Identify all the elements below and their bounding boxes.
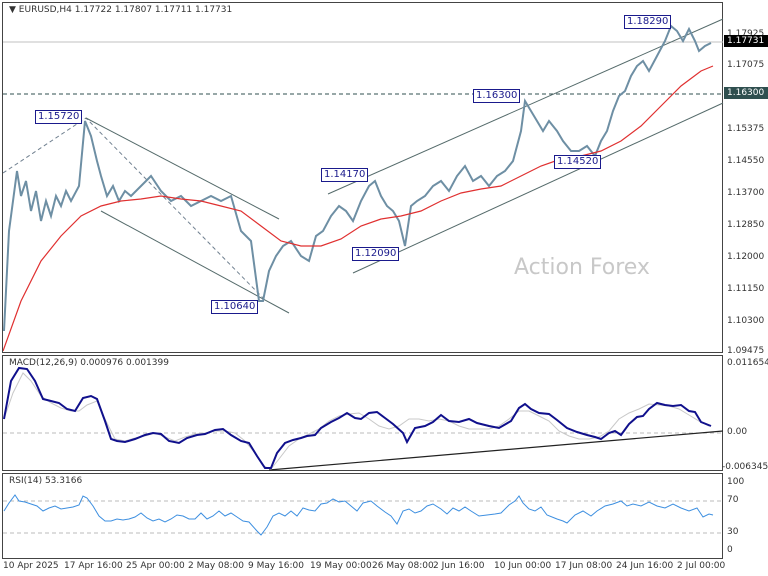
macd-tick: 0.011654 — [727, 358, 768, 368]
time-tick: 19 May 00:00 — [310, 561, 372, 571]
price-tick: 1.17075 — [727, 60, 765, 70]
swing-label-high: 1.14170 — [321, 168, 369, 182]
macd-tick: 0.00 — [727, 427, 748, 437]
rsi-label: RSI(14) 53.3166 — [9, 476, 83, 486]
symbol-ohlc-label: EURUSD,H4 1.17722 1.17807 1.17711 1.1773… — [18, 5, 233, 15]
rsi-tick: 30 — [727, 527, 739, 537]
time-tick: 26 May 08:00 — [372, 561, 434, 571]
rsi-tick: 100 — [727, 477, 745, 487]
swing-label-low: 1.12090 — [352, 247, 400, 261]
price-tick: 1.11150 — [727, 284, 765, 294]
swing-label-low: 1.10640 — [211, 300, 259, 314]
time-tick: 2 May 08:00 — [188, 561, 244, 571]
rsi-svg — [3, 494, 723, 536]
time-tick: 17 Apr 16:00 — [64, 561, 123, 571]
time-tick: 9 May 16:00 — [248, 561, 304, 571]
macd-svg — [3, 366, 724, 471]
time-tick: 10 Jun 00:00 — [494, 561, 552, 571]
time-tick: 10 Apr 2025 — [3, 561, 59, 571]
macd-tick: -0.006345 — [722, 462, 768, 472]
time-tick: 17 Jun 08:00 — [555, 561, 613, 571]
rsi-tick: 0 — [727, 545, 733, 555]
time-tick: 25 Apr 00:00 — [126, 561, 185, 571]
macd-label: MACD(12,26,9) 0.000976 0.001399 — [9, 358, 169, 368]
time-tick: 24 Jun 16:00 — [616, 561, 674, 571]
symbol-header: ▼ EURUSD,H4 1.17722 1.17807 1.17711 1.17… — [9, 5, 232, 15]
time-tick: 2 Jun 16:00 — [433, 561, 485, 571]
rsi-pane[interactable]: RSI(14) 53.3166 — [2, 473, 723, 559]
price-tick: 1.12000 — [727, 252, 765, 262]
time-tick: 2 Jul 00:00 — [677, 561, 726, 571]
level-price-box: 1.16300 — [724, 87, 768, 99]
swing-label-high: 1.16300 — [473, 89, 521, 103]
price-tick: 1.13700 — [727, 188, 765, 198]
swing-label-high: 1.18290 — [624, 15, 672, 29]
price-tick: 1.12850 — [727, 220, 765, 230]
price-tick: 1.09475 — [727, 346, 765, 356]
price-chart-pane[interactable]: ▼ EURUSD,H4 1.17722 1.17807 1.17711 1.17… — [2, 2, 724, 353]
price-tick: 1.17925 — [727, 29, 765, 39]
swing-label-high: 1.15720 — [35, 110, 83, 124]
price-chart-svg — [3, 18, 724, 352]
swing-label-low: 1.14520 — [554, 155, 602, 169]
price-tick: 1.15375 — [727, 124, 765, 134]
rsi-tick: 70 — [727, 495, 739, 505]
price-tick: 1.14550 — [727, 156, 765, 166]
watermark: Action Forex — [514, 255, 650, 280]
current-price-box: 1.17731 — [724, 35, 768, 47]
price-tick: 1.10300 — [727, 316, 765, 326]
macd-pane[interactable]: MACD(12,26,9) 0.000976 0.001399 — [2, 355, 724, 471]
collapse-triangle-icon[interactable]: ▼ — [9, 5, 16, 15]
